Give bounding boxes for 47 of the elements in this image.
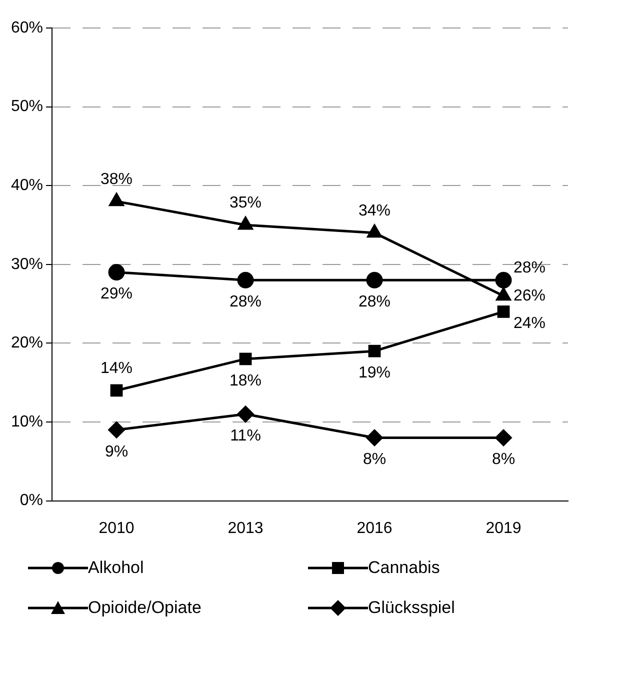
y-tick-label: 0% bbox=[20, 492, 44, 510]
x-tick-label: 2013 bbox=[228, 520, 264, 537]
point bbox=[495, 272, 512, 288]
point bbox=[497, 305, 510, 318]
point bbox=[238, 216, 253, 230]
legend-label: Cannabis bbox=[368, 558, 440, 578]
data-label: 29% bbox=[100, 286, 133, 303]
legend-label: Glücksspiel bbox=[368, 598, 455, 618]
data-label: 26% bbox=[513, 287, 546, 304]
y-tick-label: 60% bbox=[10, 19, 44, 36]
point bbox=[237, 406, 254, 422]
point bbox=[239, 352, 252, 366]
point bbox=[366, 272, 383, 288]
data-label: 34% bbox=[358, 202, 391, 220]
data-label: 18% bbox=[230, 372, 262, 390]
data-label: 8% bbox=[362, 451, 386, 468]
data-label: 14% bbox=[100, 360, 133, 377]
x-tick-label: 2010 bbox=[98, 520, 134, 537]
legend-label: Alkohol bbox=[88, 558, 144, 578]
data-label: 19% bbox=[358, 364, 391, 382]
legend-label: Opioide/Opiate bbox=[88, 598, 202, 618]
y-tick-label: 10% bbox=[10, 413, 44, 430]
point bbox=[109, 193, 124, 206]
point bbox=[366, 430, 383, 446]
point bbox=[108, 422, 125, 438]
point bbox=[237, 272, 254, 288]
data-label: 8% bbox=[492, 451, 516, 468]
point bbox=[110, 384, 123, 397]
x-tick-label: 2019 bbox=[486, 520, 522, 537]
x-tick-label: 2016 bbox=[356, 520, 392, 537]
data-label: 28% bbox=[513, 260, 546, 277]
data-label: 28% bbox=[230, 294, 262, 311]
data-label: 28% bbox=[358, 294, 391, 311]
y-tick-label: 20% bbox=[10, 334, 44, 352]
point bbox=[496, 288, 511, 301]
data-label: 11% bbox=[230, 428, 261, 445]
y-tick-label: 30% bbox=[10, 256, 44, 273]
data-label: 9% bbox=[104, 443, 128, 460]
point bbox=[368, 344, 381, 358]
data-label: 24% bbox=[513, 315, 546, 332]
point bbox=[367, 224, 382, 238]
y-tick-label: 50% bbox=[10, 98, 44, 116]
data-label: 35% bbox=[230, 194, 262, 212]
y-tick-label: 40% bbox=[10, 177, 44, 194]
point bbox=[108, 264, 125, 281]
point bbox=[495, 430, 512, 446]
data-label: 38% bbox=[100, 170, 133, 188]
